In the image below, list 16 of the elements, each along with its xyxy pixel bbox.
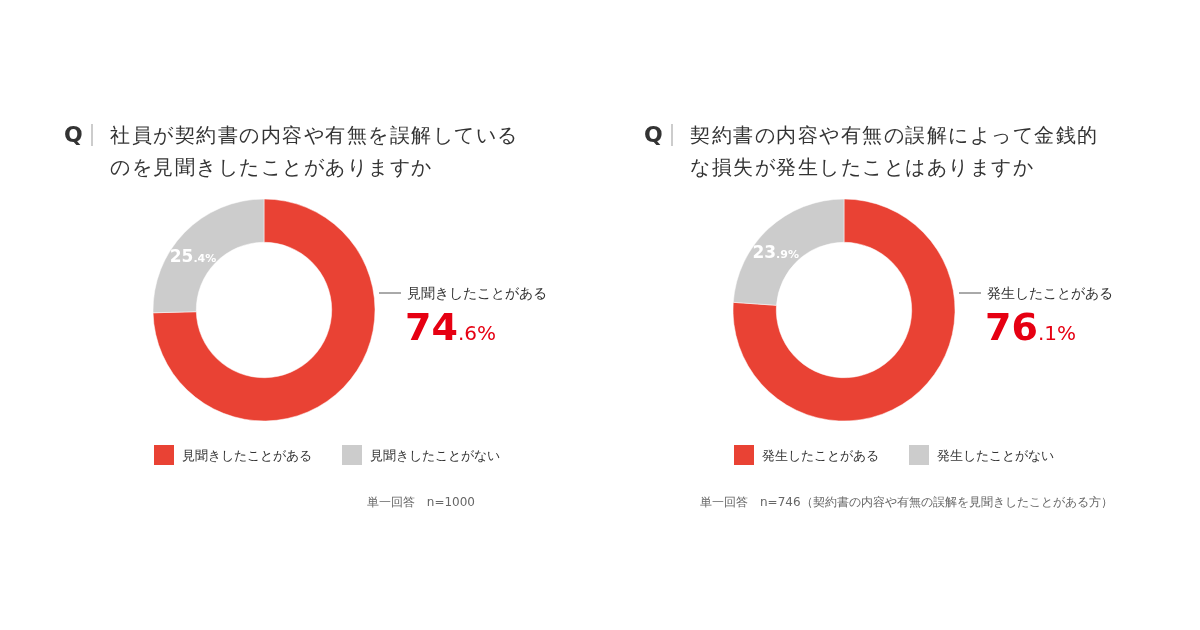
text: Q [644,122,663,147]
legend-label: 見聞きしたことがない [370,448,500,463]
donut-slice [152,198,376,422]
data-label: 76.1% [985,305,1076,349]
chart-title: 社員が契約書の内容や有無を誤解しているのを見聞きしたことがありますか [110,123,519,179]
text: Q [64,122,83,147]
chart-title: 契約書の内容や有無の誤解によって金銭的な損失が発生したことはありますか [690,123,1099,179]
text: 単一回答 n=1000 [366,495,475,509]
text: 単一回答 n=746（契約書の内容や有無の誤解を見聞きしたことがある方） [700,495,1113,509]
legend-label: 発生したことがない [937,448,1054,463]
legend-label: 発生したことがある [762,448,879,463]
legend-label: 見聞きしたことがある [182,448,312,463]
data-label: 74.6% [405,305,496,349]
slice-label: 発生したことがある [987,285,1113,301]
slice-label: 見聞きしたことがある [407,285,547,301]
donut-slice [732,198,956,422]
